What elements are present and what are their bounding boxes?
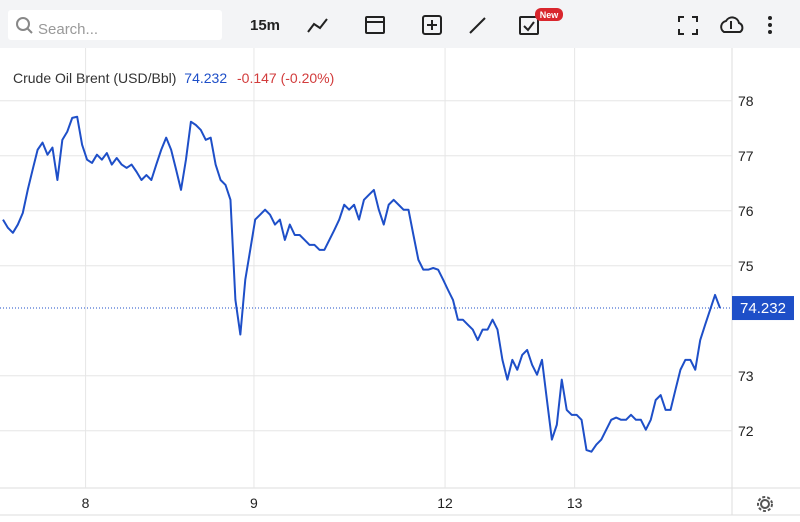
price-change: -0.147 (-0.20%) bbox=[237, 70, 334, 86]
legend: Crude Oil Brent (USD/Bbl) 74.232 -0.147 … bbox=[13, 70, 334, 86]
instrument-name: Crude Oil Brent (USD/Bbl) bbox=[13, 70, 176, 86]
download-icon[interactable] bbox=[720, 16, 744, 33]
price-label: 74.232 bbox=[740, 300, 786, 317]
price-label-box bbox=[732, 296, 794, 321]
settings-icon[interactable] bbox=[757, 496, 773, 512]
calendar-icon[interactable] bbox=[365, 16, 385, 34]
chart-type-icon[interactable] bbox=[307, 18, 328, 33]
y-tick-label: 72 bbox=[738, 423, 754, 439]
x-tick-label: 13 bbox=[567, 495, 583, 511]
y-tick-label: 76 bbox=[738, 203, 754, 219]
search-icon bbox=[16, 17, 30, 31]
series bbox=[2, 115, 721, 453]
menu-icon[interactable] bbox=[768, 16, 772, 34]
search-box[interactable] bbox=[8, 10, 222, 40]
interval-button[interactable]: 15m bbox=[250, 17, 280, 34]
search-icon bbox=[26, 27, 33, 34]
new-badge-text: New bbox=[540, 10, 560, 20]
grid bbox=[0, 48, 732, 488]
fullscreen-icon[interactable] bbox=[678, 16, 698, 35]
x-tick-label: 8 bbox=[82, 495, 90, 511]
price-line bbox=[2, 115, 721, 453]
draw-icon[interactable] bbox=[469, 17, 486, 34]
y-tick-label: 78 bbox=[738, 93, 754, 109]
y-tick-label: 73 bbox=[738, 368, 754, 384]
events-icon[interactable] bbox=[519, 16, 539, 35]
x-tick-label: 9 bbox=[250, 495, 258, 511]
add-icon[interactable] bbox=[422, 15, 442, 35]
search-placeholder: Search... bbox=[38, 21, 98, 38]
labels: 72 73 75 76 77 78 8 9 12 13 74.232 bbox=[82, 93, 794, 511]
y-tick-label: 75 bbox=[738, 258, 754, 274]
x-tick-label: 12 bbox=[437, 495, 453, 511]
new-badge bbox=[535, 8, 563, 21]
y-tick-label: 77 bbox=[738, 148, 754, 164]
last-price: 74.232 bbox=[184, 70, 227, 86]
